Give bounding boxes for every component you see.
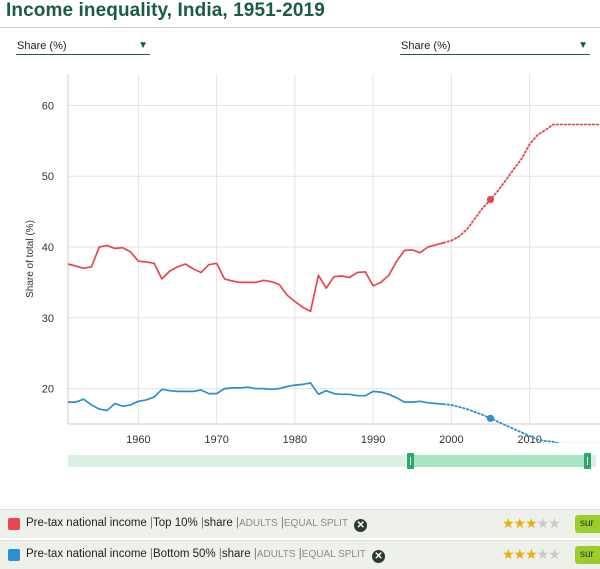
right-axis-select[interactable]: Share (%) ▼ <box>400 36 590 55</box>
legend-split: EQUAL SPLIT <box>284 518 348 529</box>
chevron-down-icon: ▼ <box>138 40 148 51</box>
quality-rating: ★★★★★ <box>502 546 560 563</box>
series-color-swatch <box>8 549 20 561</box>
x-tick-label: 1980 <box>283 434 307 443</box>
legend-indicator[interactable]: Pre-tax national income <box>26 517 147 529</box>
y-tick-label: 20 <box>42 384 54 396</box>
star-empty-icon: ★★ <box>537 546 560 562</box>
series-line-1 <box>68 383 444 411</box>
series-estimated-line-0 <box>444 125 600 243</box>
slider-end-handle[interactable] <box>584 453 591 469</box>
chevron-down-icon: ▼ <box>578 40 588 51</box>
star-empty-icon: ★★ <box>537 515 560 531</box>
page-title: Income inequality, India, 1951-2019 <box>6 0 325 22</box>
legend-indicator[interactable]: Pre-tax national income <box>26 548 147 560</box>
year-range-slider[interactable] <box>68 453 596 469</box>
x-tick-label: 1970 <box>204 434 228 443</box>
legend-percentile[interactable]: Top 10% <box>153 517 198 529</box>
close-icon[interactable]: ✕ <box>354 519 367 532</box>
y-tick-label: 50 <box>42 171 54 183</box>
x-tick-label: 2000 <box>439 434 463 443</box>
close-icon[interactable]: ✕ <box>372 550 385 563</box>
y-tick-label: 40 <box>42 242 54 254</box>
left-axis-select-label: Share (%) <box>17 40 67 52</box>
source-badge[interactable]: sur <box>575 515 600 533</box>
legend-population: ADULTS <box>239 518 278 529</box>
legend-text: Pre-tax national income |Bottom 50% |sha… <box>26 548 385 563</box>
legend-item-bottom-50: Pre-tax national income |Bottom 50% |sha… <box>0 540 600 569</box>
x-tick-label: 1960 <box>126 434 150 443</box>
series-marker-0 <box>487 196 494 203</box>
legend-split: EQUAL SPLIT <box>302 549 366 560</box>
x-tick-label: 1990 <box>361 434 385 443</box>
legend-percentile[interactable]: Bottom 50% <box>153 548 216 560</box>
star-icon: ★★★ <box>502 515 537 531</box>
title-divider <box>0 27 600 28</box>
y-axis-label: Share of total (%) <box>25 220 36 298</box>
legend-text: Pre-tax national income |Top 10% |share … <box>26 517 367 532</box>
series-marker-1 <box>487 415 494 422</box>
legend-measure[interactable]: share <box>204 517 233 529</box>
slider-selected-range <box>410 455 587 467</box>
left-axis-select[interactable]: Share (%) ▼ <box>16 36 150 55</box>
source-badge[interactable]: sur <box>575 546 600 564</box>
y-tick-label: 60 <box>42 100 54 112</box>
slider-start-handle[interactable] <box>407 453 414 469</box>
y-tick-label: 30 <box>42 313 54 325</box>
series-color-swatch <box>8 518 20 530</box>
legend-population: ADULTS <box>257 549 296 560</box>
quality-rating: ★★★★★ <box>502 515 560 532</box>
right-axis-select-label: Share (%) <box>401 40 451 52</box>
star-icon: ★★★ <box>502 546 537 562</box>
legend-item-top-10: Pre-tax national income |Top 10% |share … <box>0 509 600 538</box>
series-line-0 <box>68 243 444 312</box>
legend-measure[interactable]: share <box>222 548 251 560</box>
